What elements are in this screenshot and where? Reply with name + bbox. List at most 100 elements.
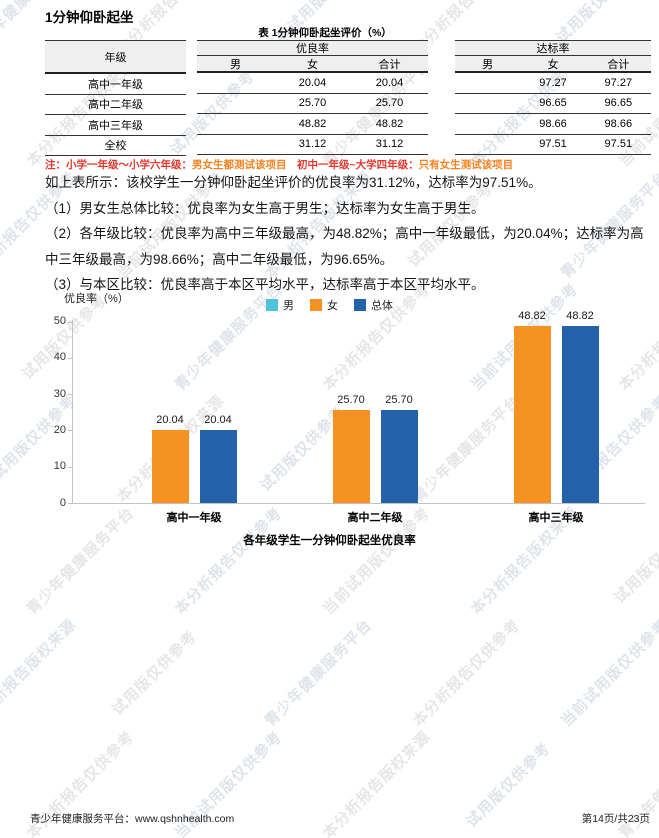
value-cell: 48.82 [298, 117, 327, 130]
bar-value-label: 48.82 [566, 309, 594, 322]
y-axis-line [72, 320, 73, 504]
bar-chart: 优良率（%） 男 女 总体 0 10 20 30 40 50 20.04 20.04 高中一年级 25… [0, 286, 659, 558]
table-row-values: 97.27 97.27 [455, 73, 651, 94]
value-cell: 20.04 [298, 76, 327, 89]
y-tick-mark [68, 466, 72, 468]
y-tick-label: 10 [53, 460, 66, 473]
y-tick-mark [68, 394, 72, 396]
value-cell: 96.65 [604, 97, 633, 110]
note-segment: 男女生都测试该项目 [192, 159, 287, 171]
legend-item: 总体 [354, 297, 393, 313]
y-tick-mark [68, 430, 72, 432]
y-tick-label: 20 [53, 423, 66, 436]
table-excellent-section: 优良率 男 女 合计 20.04 20.04 25.70 25.70 48.82 48.82 3… [197, 40, 428, 155]
y-tick-mark [68, 503, 72, 504]
grade-cell: 全校 [104, 140, 127, 153]
watermark-text: 试用版仅供参考 [109, 627, 201, 719]
bar-value-label: 20.04 [204, 414, 232, 427]
value-cell: 97.51 [604, 138, 633, 151]
value-cell: 20.04 [375, 76, 404, 89]
paragraph: 如上表所示：该校学生一分钟仰卧起坐评价的优良率为31.12%，达标率为97.51… [45, 175, 542, 190]
y-tick-mark [68, 357, 72, 359]
chart-legend: 男 女 总体 [0, 297, 659, 313]
table-pass-section: 达标率 男女合计 97.27 97.27 96.65 96.65 98.66 98.66 9… [455, 40, 651, 155]
legend-label: 男 [283, 300, 294, 312]
bar-高中二年级-女 [332, 409, 370, 503]
paragraph: （3）与本区比较：优良率高于本区平均水平，达标率高于本区平均水平。 [45, 277, 485, 292]
table-row-values: 98.66 98.66 [455, 114, 651, 135]
legend-swatch-icon [266, 299, 278, 311]
note-segment: 只有女生测试该项目 [418, 159, 514, 171]
value-cell: 97.27 [604, 76, 633, 89]
bar-value-label: 48.82 [518, 309, 546, 322]
excellent-rate-header: 优良率 [197, 40, 428, 56]
table-row-grade: 高中一年级 [45, 74, 186, 95]
y-tick-label: 0 [59, 496, 66, 509]
legend-item: 男 [266, 297, 294, 313]
value-cell: 25.70 [298, 97, 327, 110]
y-tick-label: 50 [53, 315, 66, 327]
column-header: 女 [307, 58, 318, 71]
analysis-paragraphs: 如上表所示：该校学生一分钟仰卧起坐评价的优良率为31.12%，达标率为97.51… [45, 170, 651, 298]
table-row-grade: 全校 [45, 136, 186, 156]
x-axis-category-label: 高中三年级 [528, 512, 584, 524]
table-row-values: 31.12 31.12 [197, 135, 428, 155]
column-header: 男 [482, 58, 494, 71]
grade-header-cell: 年级 [45, 40, 186, 74]
table-row-values: 25.70 25.70 [197, 94, 428, 114]
chart-title: 各年级学生一分钟仰卧起坐优良率 [243, 535, 416, 547]
value-cell: 25.70 [375, 97, 404, 110]
footer-page-number: 第14页/共23页 [581, 813, 650, 825]
value-cell: 96.65 [539, 97, 567, 110]
table-grade-section: 年级 高中一年级高中二年级高中三年级全校 [45, 40, 186, 156]
table-row-values: 20.04 20.04 [197, 73, 428, 94]
table-note: 注：小学一年级～小学六年级：男女生都测试该项目 初中一年级~大学四年级：只有女生… [45, 157, 513, 172]
legend-label: 总体 [371, 300, 393, 312]
x-axis-line [72, 503, 645, 504]
bar-value-label: 25.70 [385, 393, 413, 406]
y-tick-label: 40 [53, 351, 66, 364]
value-cell: 98.66 [539, 117, 567, 130]
table-row-values: 97.51 97.51 [455, 135, 651, 155]
table-caption: 表 1分钟仰卧起坐评价（%） [258, 27, 392, 39]
column-header: 男 [230, 58, 241, 71]
watermark-text: 本分析报告仅供参考 [409, 616, 524, 731]
legend-item: 女 [310, 297, 338, 313]
table-row-grade: 高中二年级 [45, 95, 186, 115]
bar-高中一年级-女 [151, 430, 189, 503]
footer-platform-url: 青少年健康服务平台：www.qshnhealth.com [30, 813, 235, 825]
bar-value-label: 20.04 [156, 414, 184, 427]
table-row-values: 96.65 96.65 [455, 94, 651, 114]
watermark-text: 当前试用版仅供参考 [557, 616, 659, 731]
legend-label: 女 [327, 300, 338, 312]
page-title: 1分钟仰卧起坐 [45, 10, 134, 25]
table-row-values: 48.82 48.82 [197, 114, 428, 135]
bar-高中二年级-总体 [380, 409, 418, 503]
value-cell: 97.27 [539, 76, 567, 89]
grade-cell: 高中二年级 [88, 99, 143, 112]
value-cell: 48.82 [375, 117, 404, 130]
bar-高中三年级-女 [513, 325, 551, 503]
watermark-text: 青少年健康服务平台 [261, 616, 376, 731]
column-header: 合计 [378, 58, 401, 71]
note-segment: 注：小学一年级～小学六年级： [45, 159, 192, 171]
bar-高中三年级-总体 [561, 325, 599, 503]
x-axis-category-label: 高中一年级 [166, 512, 222, 524]
y-tick-mark [68, 321, 72, 323]
value-cell: 97.51 [539, 138, 567, 151]
bar-高中一年级-总体 [199, 430, 237, 503]
paragraph: （2）各年级比较：优良率为高中三年级最高，为48.82%；高中一年级最低，为20… [45, 226, 644, 267]
page-footer: 青少年健康服务平台：www.qshnhealth.com 第14页/共23页 [30, 811, 650, 826]
table-row-grade: 高中三年级 [45, 115, 186, 136]
column-header: 女 [547, 58, 559, 71]
grade-cell: 高中一年级 [88, 78, 143, 91]
column-header: 合计 [607, 58, 630, 71]
pass-subheaders: 男 女 合计 [455, 56, 651, 73]
pass-rate-header: 达标率 [455, 40, 651, 56]
paragraph: （1）男女生总体比较：优良率为女生高于男生；达标率为女生高于男生。 [45, 200, 485, 216]
legend-swatch-icon [354, 299, 366, 311]
y-axis-label: 优良率（%） [64, 293, 129, 305]
grade-cell: 高中三年级 [88, 119, 143, 132]
excellent-subheaders: 男 女 合计 [197, 56, 428, 73]
